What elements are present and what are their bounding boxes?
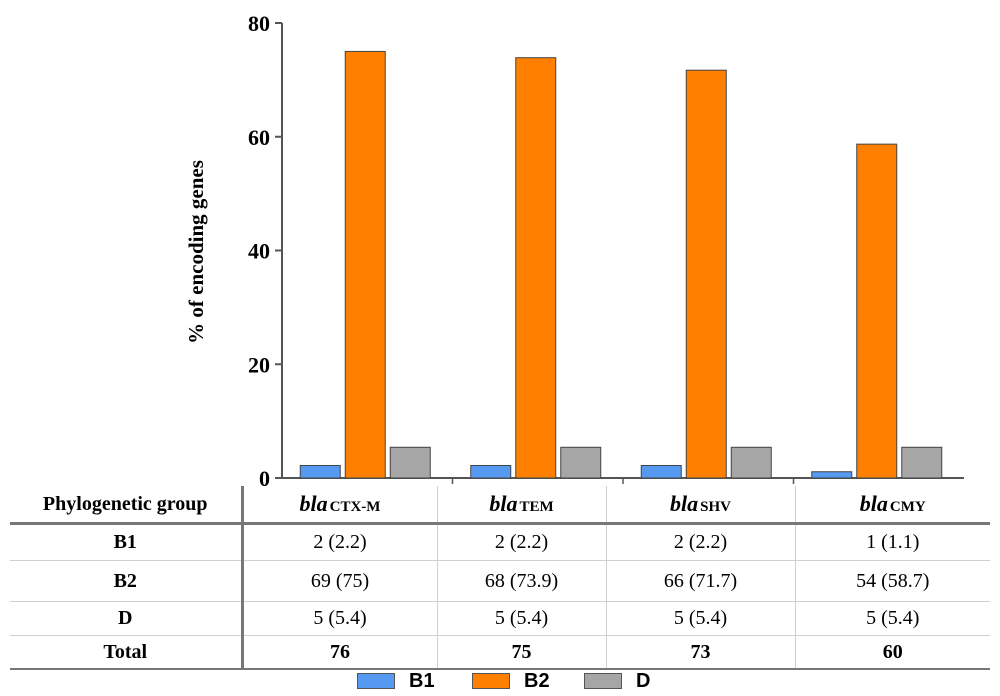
gene-prefix: bla xyxy=(670,491,699,516)
table-row-total: Total 76 75 73 60 xyxy=(10,635,990,670)
table-header-gene: bla SHV xyxy=(605,486,796,525)
table-cell: 75 xyxy=(436,635,607,670)
table-row: B2 69 (75) 68 (73.9) 66 (71.7) 54 (58.7) xyxy=(10,560,990,602)
row-label: B2 xyxy=(10,560,244,602)
bar-b1-3 xyxy=(640,464,682,479)
gene-suffix: CMY xyxy=(889,499,926,515)
legend-item-d: D xyxy=(584,668,650,694)
gene-prefix: bla xyxy=(859,491,888,516)
table-header-gene: bla CMY xyxy=(794,486,990,525)
gene-prefix: bla xyxy=(489,491,518,516)
bar-b1-2 xyxy=(470,464,512,479)
gene-suffix: SHV xyxy=(700,499,731,515)
table-cell: 2 (2.2) xyxy=(241,523,438,561)
y-axis-label: % of encoding genes xyxy=(184,160,208,344)
legend-swatch-b1 xyxy=(357,673,395,689)
table-cell: 5 (5.4) xyxy=(794,601,990,636)
legend-swatch-b2 xyxy=(472,673,510,689)
bar-b2-2 xyxy=(515,57,557,479)
table-cell: 54 (58.7) xyxy=(794,560,990,602)
table-row: B1 2 (2.2) 2 (2.2) 2 (2.2) 1 (1.1) xyxy=(10,523,990,561)
table-row: D 5 (5.4) 5 (5.4) 5 (5.4) 5 (5.4) xyxy=(10,601,990,636)
legend-swatch-d xyxy=(584,673,622,689)
legend-item-b1: B1 xyxy=(357,668,435,694)
y-tick-label: 60 xyxy=(248,125,270,150)
table-cell: 1 (1.1) xyxy=(794,523,990,561)
bar-b2-3 xyxy=(685,69,727,479)
bar-d-1 xyxy=(389,446,431,479)
gene-prefix: bla xyxy=(299,491,328,516)
bar-b1-4 xyxy=(811,471,853,479)
table-cell: 66 (71.7) xyxy=(605,560,796,602)
table-cell: 73 xyxy=(605,635,796,670)
table-cell: 5 (5.4) xyxy=(241,601,438,636)
bars-group xyxy=(299,50,943,479)
legend-item-b2: B2 xyxy=(472,668,550,694)
table-header-gene: bla CTX-M xyxy=(241,486,438,525)
table-cell: 2 (2.2) xyxy=(436,523,607,561)
row-label: Total xyxy=(10,635,244,670)
legend: B1 B2 D xyxy=(0,668,1000,694)
table-header-label: Phylogenetic group xyxy=(10,486,244,525)
row-label: D xyxy=(10,601,244,636)
table-cell: 5 (5.4) xyxy=(436,601,607,636)
legend-label: B1 xyxy=(409,669,435,692)
table-cell: 60 xyxy=(794,635,990,670)
legend-label: B2 xyxy=(524,669,550,692)
table-header-row: Phylogenetic group bla CTX-M bla TEM bla SH… xyxy=(10,486,990,525)
gene-suffix: TEM xyxy=(519,499,554,515)
bar-chart: 0 20 40 60 80 % of encoding genes xyxy=(184,11,964,486)
bar-d-3 xyxy=(730,446,772,479)
row-label: B1 xyxy=(10,523,244,561)
table-cell: 5 (5.4) xyxy=(605,601,796,636)
y-tick-label: 20 xyxy=(248,352,270,377)
table-cell: 76 xyxy=(241,635,438,670)
gene-suffix: CTX-M xyxy=(329,499,381,515)
y-tick-label: 80 xyxy=(248,11,270,36)
table-cell: 69 (75) xyxy=(241,560,438,602)
bar-b2-4 xyxy=(856,143,898,479)
y-tick-label: 0 xyxy=(259,466,270,486)
table-header-gene: bla TEM xyxy=(436,486,607,525)
legend-label: D xyxy=(636,669,651,692)
data-table: Phylogenetic group bla CTX-M bla TEM bla SH… xyxy=(10,486,990,670)
table-cell: 68 (73.9) xyxy=(436,560,607,602)
bar-b1-1 xyxy=(299,464,341,479)
bar-d-2 xyxy=(560,446,602,479)
bar-d-4 xyxy=(901,446,943,479)
table-cell: 2 (2.2) xyxy=(605,523,796,561)
bar-b2-1 xyxy=(344,50,386,479)
y-tick-label: 40 xyxy=(248,239,270,264)
